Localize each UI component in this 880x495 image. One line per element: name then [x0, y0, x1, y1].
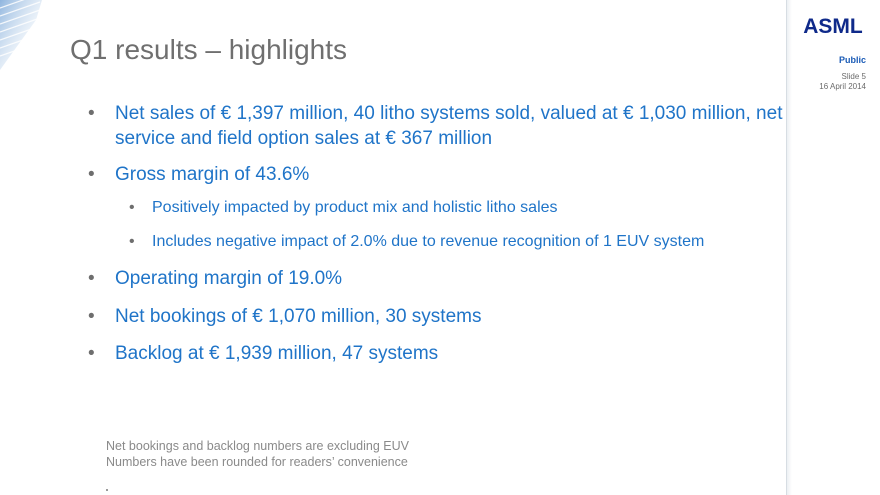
bullet-dot-icon: •	[88, 103, 95, 124]
slide-date: 16 April 2014	[819, 82, 866, 91]
footnote-line: Net bookings and backlog numbers are exc…	[106, 439, 409, 453]
bullet-dot-icon: •	[129, 199, 135, 216]
footnote-line: Numbers have been rounded for readers’ c…	[106, 455, 408, 469]
bullet-dot-icon: •	[88, 268, 95, 289]
bullet-item: • Net bookings of € 1,070 million, 30 sy…	[88, 304, 788, 329]
asml-logo: ASML	[803, 15, 863, 37]
sub-bullet-item: • Positively impacted by product mix and…	[129, 197, 788, 219]
bullet-text: Gross margin of 43.6%	[115, 164, 310, 185]
bullet-list: • Net sales of € 1,397 million, 40 litho…	[88, 101, 788, 366]
bullet-item: • Gross margin of 43.6%	[88, 162, 788, 187]
bullet-dot-icon: •	[88, 164, 95, 185]
bullet-dot-icon: •	[88, 343, 95, 364]
sub-bullet-text: Positively impacted by product mix and h…	[152, 199, 558, 216]
slide-number: Slide 5	[841, 72, 866, 81]
corner-graphic	[0, 0, 42, 90]
bullet-text: Net bookings of € 1,070 million, 30 syst…	[115, 306, 482, 327]
svg-text:ASML: ASML	[803, 15, 863, 37]
footer-mark	[106, 489, 108, 491]
right-sidebar	[786, 0, 880, 495]
sidebar-divider	[786, 0, 787, 495]
bullet-item: • Net sales of € 1,397 million, 40 litho…	[88, 101, 788, 151]
sub-bullet-text: Includes negative impact of 2.0% due to …	[152, 233, 705, 250]
sub-bullet-item: • Includes negative impact of 2.0% due t…	[129, 231, 788, 253]
footnote: Net bookings and backlog numbers are exc…	[106, 438, 409, 470]
bullet-text: Net sales of € 1,397 million, 40 litho s…	[115, 103, 783, 149]
bullet-text: Backlog at € 1,939 million, 47 systems	[115, 343, 439, 364]
bullet-dot-icon: •	[129, 233, 135, 250]
slide-title: Q1 results – highlights	[70, 34, 348, 65]
bullet-item: • Operating margin of 19.0%	[88, 266, 788, 291]
bullet-text: Operating margin of 19.0%	[115, 268, 343, 289]
classification-label: Public	[838, 55, 866, 65]
bullet-item: • Backlog at € 1,939 million, 47 systems	[88, 341, 788, 366]
bullet-dot-icon: •	[88, 306, 95, 327]
